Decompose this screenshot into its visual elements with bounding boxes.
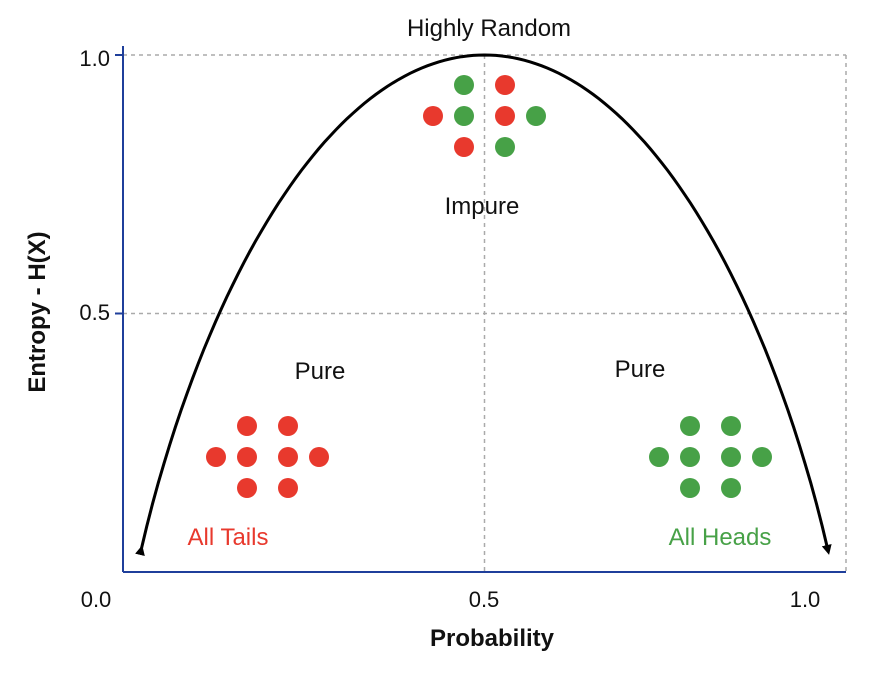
dot-top-1 xyxy=(495,75,515,95)
dot-left-4 xyxy=(278,447,298,467)
dot-left-5 xyxy=(309,447,329,467)
dot-top-0 xyxy=(454,75,474,95)
y-tick-label-0.5: 0.5 xyxy=(79,300,110,325)
y-axis-label: Entropy - H(X) xyxy=(24,231,51,392)
dot-left-2 xyxy=(206,447,226,467)
dot-right-4 xyxy=(721,447,741,467)
dot-right-2 xyxy=(649,447,669,467)
dot-top-3 xyxy=(454,106,474,126)
dot-right-5 xyxy=(752,447,772,467)
dot-left-1 xyxy=(278,416,298,436)
impure-label: Impure xyxy=(445,193,520,220)
dot-top-2 xyxy=(423,106,443,126)
dot-left-6 xyxy=(237,478,257,498)
dot-left-7 xyxy=(278,478,298,498)
y-tick-label-1.0: 1.0 xyxy=(79,46,110,71)
x-tick-label-1.0: 1.0 xyxy=(790,587,821,612)
chart-title: Highly Random xyxy=(407,15,571,42)
dot-right-0 xyxy=(680,416,700,436)
all-tails-label: All Tails xyxy=(188,524,269,551)
dot-left-3 xyxy=(237,447,257,467)
x-tick-label-0.0: 0.0 xyxy=(81,587,112,612)
all-heads-label: All Heads xyxy=(669,524,772,551)
dot-top-6 xyxy=(454,137,474,157)
axes xyxy=(115,46,846,573)
sample-dots xyxy=(206,75,772,498)
entropy-curve xyxy=(135,53,832,557)
dot-top-5 xyxy=(526,106,546,126)
pure-label-right: Pure xyxy=(615,356,666,383)
dot-top-7 xyxy=(495,137,515,157)
entropy-curve-group xyxy=(135,53,832,557)
dot-top-4 xyxy=(495,106,515,126)
dot-right-7 xyxy=(721,478,741,498)
x-axis-label: Probability xyxy=(430,625,555,652)
pure-label-left: Pure xyxy=(295,358,346,385)
dot-right-6 xyxy=(680,478,700,498)
dot-right-3 xyxy=(680,447,700,467)
x-tick-label-0.5: 0.5 xyxy=(469,587,500,612)
dot-right-1 xyxy=(721,416,741,436)
dot-left-0 xyxy=(237,416,257,436)
